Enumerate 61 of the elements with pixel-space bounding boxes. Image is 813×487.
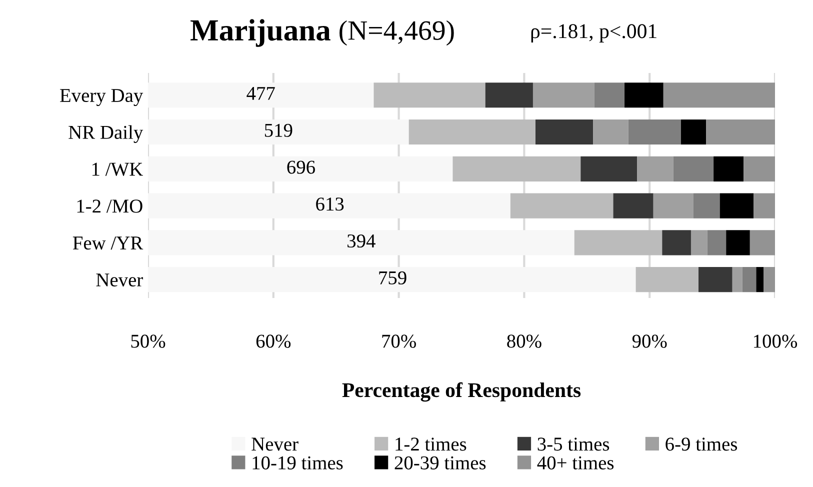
annotation: 519 [264, 124, 292, 137]
bar [680, 119, 706, 145]
bar [756, 267, 764, 292]
bar [698, 267, 732, 292]
x-tick-label: 70% [382, 334, 416, 348]
bar [653, 193, 694, 218]
bar [574, 230, 662, 256]
bar [662, 230, 691, 256]
bar [750, 230, 775, 256]
bar [707, 230, 726, 256]
bar [732, 267, 742, 292]
annotation: 696 [287, 160, 315, 174]
legend-label: 20-39 times [394, 456, 486, 470]
bar [693, 193, 720, 218]
bar [726, 230, 750, 256]
bar [624, 82, 664, 108]
bar [673, 156, 714, 182]
bar [742, 267, 756, 292]
annotation: 613 [316, 198, 344, 211]
legend-label: 40+ times [537, 456, 614, 470]
x-axis-title: Percentage of Respondents [342, 382, 581, 402]
annotation: 394 [348, 234, 376, 248]
legend-label: 3-5 times [538, 438, 610, 451]
annotation: 477 [246, 87, 275, 100]
bar [535, 119, 594, 145]
bar [663, 82, 775, 108]
bar [636, 267, 699, 292]
legend-label: Never [252, 438, 298, 451]
bar [613, 193, 654, 218]
bar [637, 156, 674, 182]
x-tick-label: 100% [754, 334, 798, 348]
legend-label: 6-9 times [666, 438, 738, 451]
bar [628, 119, 681, 145]
bar [485, 82, 533, 108]
y-tick-label: Never [96, 274, 143, 286]
bar [593, 119, 628, 145]
legend-label: 10-19 times [252, 456, 343, 470]
bar [532, 82, 594, 108]
annotation: 759 [379, 271, 406, 284]
bar [764, 267, 775, 292]
chart-title: Marijuana (N=4,469) [190, 19, 454, 47]
bar [706, 119, 775, 145]
bar [720, 193, 754, 218]
y-tick-label: NR Daily [68, 125, 144, 143]
legend-label: 1-2 times [396, 438, 466, 451]
x-tick-label: 90% [632, 334, 667, 348]
y-tick-label: 1-2 /MO [77, 200, 142, 213]
x-tick-label: 60% [256, 334, 291, 348]
bar [580, 156, 638, 182]
bar [510, 193, 614, 218]
bar [714, 156, 744, 182]
bar [744, 156, 775, 182]
y-tick-label: Few /YR [72, 236, 144, 250]
bar [754, 193, 775, 218]
bar [690, 230, 708, 256]
bar [594, 82, 625, 108]
x-tick-label: 50% [131, 334, 166, 348]
x-tick-label: 80% [507, 334, 542, 348]
chart-subtitle: ρ=.181, p<.001 [531, 24, 656, 42]
y-tick-label: 1 /WK [92, 162, 143, 176]
y-tick-label: Every Day [60, 89, 144, 106]
